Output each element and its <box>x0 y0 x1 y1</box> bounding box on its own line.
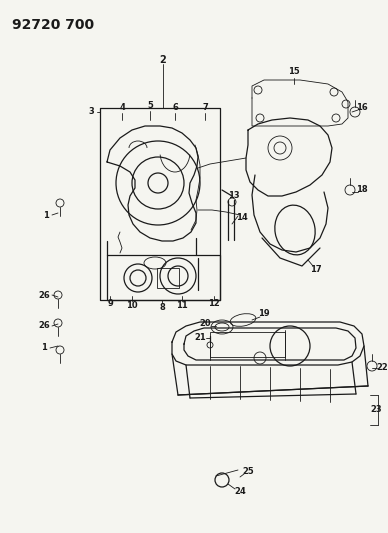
Text: 1: 1 <box>43 211 49 220</box>
Text: 14: 14 <box>236 214 248 222</box>
Text: 9: 9 <box>107 300 113 309</box>
Text: 2: 2 <box>159 55 166 65</box>
Text: 26: 26 <box>38 290 50 300</box>
Text: 92720 700: 92720 700 <box>12 18 94 32</box>
Text: 12: 12 <box>208 300 220 309</box>
Text: 25: 25 <box>242 467 254 477</box>
Text: 3: 3 <box>88 108 94 117</box>
Bar <box>210 332 285 357</box>
Text: 26: 26 <box>38 321 50 330</box>
Text: 24: 24 <box>234 488 246 497</box>
Bar <box>157 268 179 288</box>
Text: 20: 20 <box>199 319 211 328</box>
Text: 17: 17 <box>310 265 322 274</box>
Text: 5: 5 <box>147 101 153 110</box>
Text: 15: 15 <box>288 68 300 77</box>
Text: 16: 16 <box>356 103 368 112</box>
Text: 4: 4 <box>119 103 125 112</box>
Text: 11: 11 <box>176 302 188 311</box>
Text: 7: 7 <box>202 103 208 112</box>
Text: 18: 18 <box>356 185 368 195</box>
Text: 19: 19 <box>258 309 270 318</box>
Text: 22: 22 <box>376 364 388 373</box>
Text: 1: 1 <box>41 343 47 352</box>
Text: 23: 23 <box>370 406 382 415</box>
Text: 6: 6 <box>172 103 178 112</box>
Text: 8: 8 <box>159 303 165 312</box>
Text: 21: 21 <box>194 334 206 343</box>
Text: 13: 13 <box>228 191 240 200</box>
Text: 10: 10 <box>126 302 138 311</box>
